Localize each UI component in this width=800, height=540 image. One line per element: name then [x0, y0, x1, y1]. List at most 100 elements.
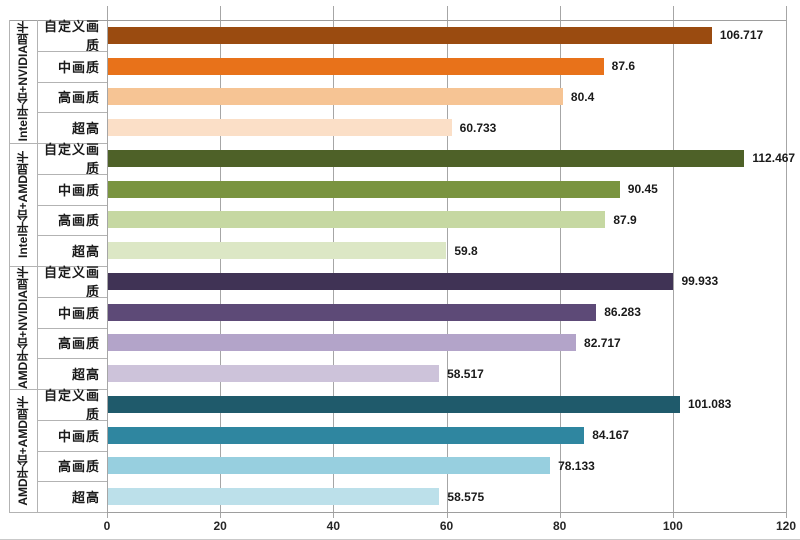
bar: [108, 303, 597, 321]
category-label: 自定义画质: [43, 388, 100, 423]
bar-value-label: 87.9: [613, 212, 637, 227]
x-axis-line: [9, 512, 786, 513]
x-axis-tick-label: 40: [326, 519, 340, 533]
category-separator-line: [37, 112, 107, 114]
x-axis-tick-label: 20: [213, 519, 227, 533]
bottom-tick-mark: [559, 512, 561, 518]
top-tick-mark: [559, 6, 561, 20]
group-label: Intel平台+NVIDIA显卡: [9, 20, 37, 143]
top-tick-mark: [333, 6, 335, 20]
bar-value-label: 58.575: [447, 489, 485, 504]
bar: [108, 211, 606, 229]
category-label: 中画质: [57, 182, 100, 198]
bottom-tick-mark: [786, 512, 787, 518]
category-label: 超高: [71, 367, 100, 383]
group-label: AMD平台+AMD显卡: [9, 389, 37, 512]
group-label: Intel平台+AMD显卡: [9, 143, 37, 266]
x-axis-tick-label: 0: [103, 519, 111, 533]
group-label-text: AMD平台+AMD显卡: [16, 395, 30, 506]
top-tick-mark: [446, 6, 448, 20]
category-label: 高画质: [57, 90, 100, 106]
bar-value-label: 59.8: [454, 243, 478, 258]
category-separator-line: [37, 419, 107, 421]
category-label: 中画质: [57, 428, 100, 444]
category-label: 自定义画质: [43, 265, 100, 300]
top-tick-mark: [672, 6, 674, 20]
bar-value-label: 80.4: [570, 89, 595, 104]
category-separator-line: [37, 358, 107, 360]
category-label: 中画质: [57, 59, 100, 75]
category-label: 超高: [71, 121, 100, 137]
group-label-text: Intel平台+AMD显卡: [16, 150, 30, 258]
x-axis-tick-label: 120: [775, 519, 797, 533]
group-label: AMD平台+NVIDIA显卡: [9, 266, 37, 389]
top-tick-mark: [107, 6, 108, 20]
gridline: [446, 20, 448, 512]
bar: [108, 180, 620, 198]
category-separator-line: [37, 204, 107, 206]
category-label: 自定义画质: [43, 142, 100, 177]
bar: [108, 365, 440, 383]
gridline: [559, 20, 561, 512]
plot-top-border: [9, 20, 786, 21]
x-axis-tick-label: 60: [439, 519, 454, 533]
bar-value-label: 112.467: [752, 151, 796, 166]
bar-value-label: 84.167: [592, 428, 629, 443]
gridline: [220, 20, 222, 512]
category-label: 高画质: [57, 213, 100, 229]
bar: [108, 57, 604, 75]
category-separator-line: [37, 296, 107, 298]
bar: [108, 242, 447, 260]
bar: [108, 149, 745, 167]
bar: [108, 334, 577, 352]
category-separator-line: [37, 481, 107, 483]
bottom-tick-mark: [446, 512, 448, 518]
category-separator-line: [37, 173, 107, 175]
category-label: 自定义画质: [43, 19, 100, 54]
bar: [108, 488, 440, 506]
bar-value-label: 82.717: [584, 335, 621, 350]
bar: [108, 395, 680, 413]
bottom-tick-mark: [333, 512, 335, 518]
x-axis-tick-label: 100: [662, 519, 683, 533]
bar-value-label: 86.283: [604, 305, 641, 320]
group-separator-line: [9, 143, 107, 144]
bar-value-label: 101.083: [687, 397, 732, 412]
bar: [108, 26, 712, 44]
bottom-tick-mark: [107, 512, 108, 518]
category-separator-line: [37, 81, 107, 83]
bar-value-label: 87.6: [611, 59, 636, 74]
group-label-text: AMD平台+NVIDIA显卡: [16, 266, 30, 390]
category-label: 超高: [71, 490, 100, 506]
bar-value-label: 90.45: [627, 182, 658, 197]
top-tick-mark: [220, 6, 222, 20]
bar-value-label: 60.733: [459, 120, 497, 135]
bar: [108, 88, 563, 106]
bottom-tick-mark: [220, 512, 222, 518]
category-label: 中画质: [57, 305, 100, 321]
bar: [108, 457, 551, 475]
bar: [108, 426, 585, 444]
category-separator-line: [37, 327, 107, 329]
group-label-text: Intel平台+NVIDIA显卡: [16, 21, 30, 142]
gridline: [107, 20, 108, 512]
gridline: [333, 20, 335, 512]
gridline: [786, 20, 787, 512]
category-label: 超高: [71, 244, 100, 260]
bottom-tick-mark: [672, 512, 674, 518]
group-separator-line: [9, 266, 107, 267]
category-label: 高画质: [57, 336, 100, 352]
bar-value-label: 106.717: [719, 28, 764, 43]
group-separator-line: [9, 389, 107, 390]
bar-value-label: 58.517: [447, 366, 484, 381]
category-separator-line: [37, 450, 107, 452]
group-separator-line: [9, 512, 107, 513]
bar: [108, 272, 674, 290]
x-axis-tick-label: 80: [552, 519, 567, 533]
category-separator-line: [37, 235, 107, 237]
top-tick-mark: [786, 6, 787, 20]
bar-value-label: 99.933: [681, 274, 719, 289]
category-separator-line: [37, 50, 107, 52]
